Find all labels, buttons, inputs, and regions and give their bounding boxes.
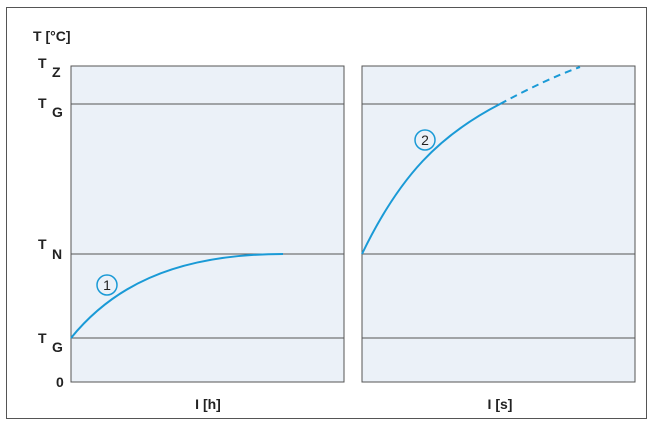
y-tick-zero: 0 [56,374,64,390]
y-tick-tz: T Z [38,55,61,80]
curve-2-label: 2 [421,132,429,148]
svg-text:G: G [52,339,63,355]
svg-text:N: N [52,246,62,262]
svg-text:T: T [38,95,47,111]
y-tick-tg-bottom: T G [38,330,63,355]
svg-text:G: G [52,104,63,120]
svg-text:T: T [38,236,47,252]
panel-right-background [361,65,636,383]
x-axis-label-hours: I [h] [195,396,221,412]
svg-text:T: T [38,55,47,71]
curve-2-marker-circle [414,129,436,151]
panel-left: 1 I [h] [70,65,345,412]
curve-1-marker-circle [96,274,118,296]
curve-2 [361,103,501,255]
y-axis-label: T [°C] [33,28,70,44]
panel-left-background [70,65,345,383]
y-tick-tn: T N [38,236,62,262]
curve-1 [70,253,284,339]
x-axis-label-seconds: I [s] [488,396,513,412]
svg-text:T: T [38,330,47,346]
y-tick-tg-top: T G [38,95,63,120]
curve-1-label: 1 [103,277,111,293]
svg-text:Z: Z [52,64,61,80]
panel-right: 2 I [s] [361,65,636,412]
